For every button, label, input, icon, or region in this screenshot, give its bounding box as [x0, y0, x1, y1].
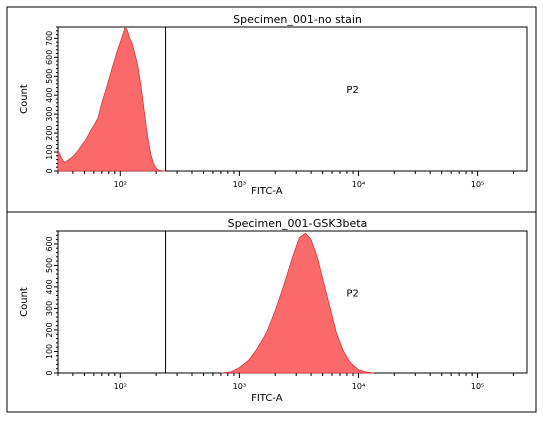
- x-tick-label: 10⁵: [471, 382, 484, 391]
- y-tick-label: 400: [45, 88, 54, 103]
- y-tick-label: 200: [45, 322, 54, 337]
- x-tick-label: 10⁴: [352, 180, 365, 189]
- x-tick-label: 10⁵: [471, 180, 484, 189]
- y-tick-label: 300: [45, 107, 54, 122]
- histogram-panel-gsk3beta: Specimen_001-GSK3beta P2 0 100 200 300 400 500 6…: [19, 217, 528, 404]
- y-tick-label: 500: [45, 258, 54, 273]
- y-tick-label: 200: [45, 125, 54, 140]
- x-tick-label: 10²: [114, 382, 127, 391]
- y-tick-label: 0: [45, 370, 54, 375]
- y-tick-label: 0: [45, 168, 54, 173]
- y-tick-label: 100: [45, 144, 54, 159]
- histogram-series: [57, 26, 166, 172]
- y-tick-label: 100: [45, 344, 54, 359]
- y-tick-label: 600: [45, 236, 54, 251]
- gate-label: P2: [346, 288, 358, 299]
- y-tick-label: 300: [45, 301, 54, 316]
- y-tick-label: 700: [45, 31, 54, 46]
- x-axis-label: FITC-A: [251, 186, 283, 197]
- x-tick-label: 10²: [114, 180, 127, 189]
- y-tick-label: 500: [45, 69, 54, 84]
- chart-title: Specimen_001-GSK3beta: [228, 217, 368, 230]
- chart-title: Specimen_001-no stain: [233, 13, 362, 26]
- x-tick-label: 10⁴: [352, 382, 365, 391]
- y-axis-label: Count: [19, 84, 30, 114]
- y-tick-label: 400: [45, 279, 54, 294]
- histogram-panel-no-stain: Specimen_001-no stain P2 0 100 200 300 400 500 6…: [19, 13, 528, 197]
- y-axis-label: Count: [19, 287, 30, 317]
- x-axis-label: FITC-A: [251, 393, 283, 404]
- y-tick-label: 600: [45, 50, 54, 65]
- x-tick-label: 10³: [233, 180, 246, 189]
- x-tick-label: 10³: [233, 382, 246, 391]
- histogram-series: [220, 232, 375, 374]
- gate-label: P2: [346, 85, 358, 96]
